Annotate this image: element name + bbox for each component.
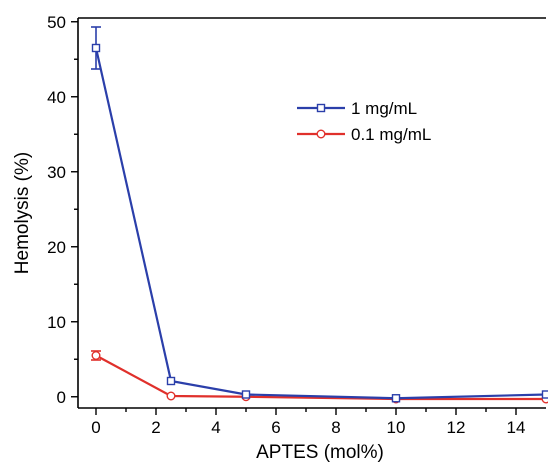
x-tick-label: 10 xyxy=(387,418,406,437)
legend: 1 mg/mL 0.1 mg/mL xyxy=(297,99,431,144)
legend-marker-circle xyxy=(316,129,326,139)
y-tick-label: 0 xyxy=(57,388,66,407)
x-tick-label: 12 xyxy=(447,418,466,437)
data-point-square xyxy=(91,43,101,53)
legend-label: 1 mg/mL xyxy=(351,99,417,118)
series-line xyxy=(95,354,546,401)
y-tick-label: 10 xyxy=(47,313,66,332)
legend-item: 0.1 mg/mL xyxy=(297,125,431,144)
data-point-square xyxy=(241,390,251,399)
x-tick-label: 0 xyxy=(91,418,100,437)
y-tick-label: 20 xyxy=(47,238,66,257)
legend-label: 0.1 mg/mL xyxy=(351,125,431,144)
series-layer xyxy=(91,26,548,404)
data-point-square xyxy=(541,390,548,399)
data-point-circle xyxy=(166,391,176,401)
axes: 0 2 4 6 8 10 12 14 0 10 20 30 40 50 xyxy=(47,13,546,437)
x-tick-label: 6 xyxy=(271,418,280,437)
legend-item: 1 mg/mL xyxy=(297,99,417,118)
series-0-1-mg-ml xyxy=(91,350,548,404)
y-tick-label: 50 xyxy=(47,13,66,32)
x-tick-label: 2 xyxy=(151,418,160,437)
y-tick-label: 30 xyxy=(47,163,66,182)
x-tick-label: 14 xyxy=(507,418,526,437)
x-axis-title: APTES (mol%) xyxy=(256,442,384,462)
y-axis-title: Hemolysis (%) xyxy=(12,152,33,274)
y-tick-label: 40 xyxy=(47,88,66,107)
data-point-circle xyxy=(91,351,101,361)
series-line xyxy=(94,47,547,400)
series-1-mg-ml xyxy=(91,26,548,403)
data-point-square xyxy=(166,376,176,386)
x-tick-label: 8 xyxy=(331,418,340,437)
legend-marker-square xyxy=(316,103,326,113)
x-tick-label: 4 xyxy=(211,418,220,437)
data-point-square xyxy=(391,394,401,403)
